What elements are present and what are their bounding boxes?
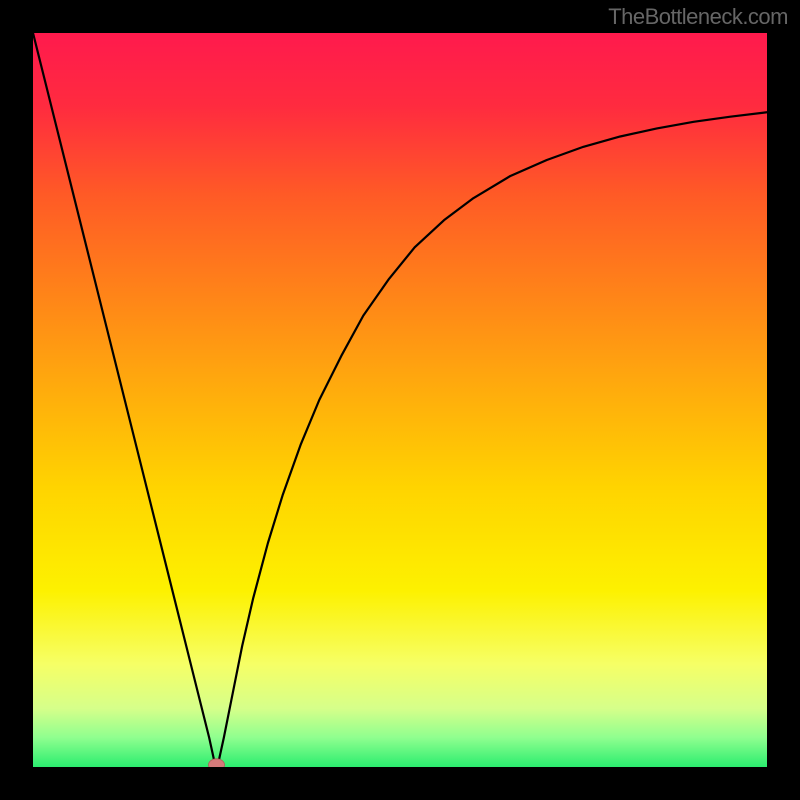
gradient-background [33, 33, 767, 767]
minimum-marker [209, 759, 225, 767]
watermark-text: TheBottleneck.com [608, 4, 788, 30]
plot-svg [33, 33, 767, 767]
chart-container: TheBottleneck.com [0, 0, 800, 800]
plot-area [33, 33, 767, 767]
